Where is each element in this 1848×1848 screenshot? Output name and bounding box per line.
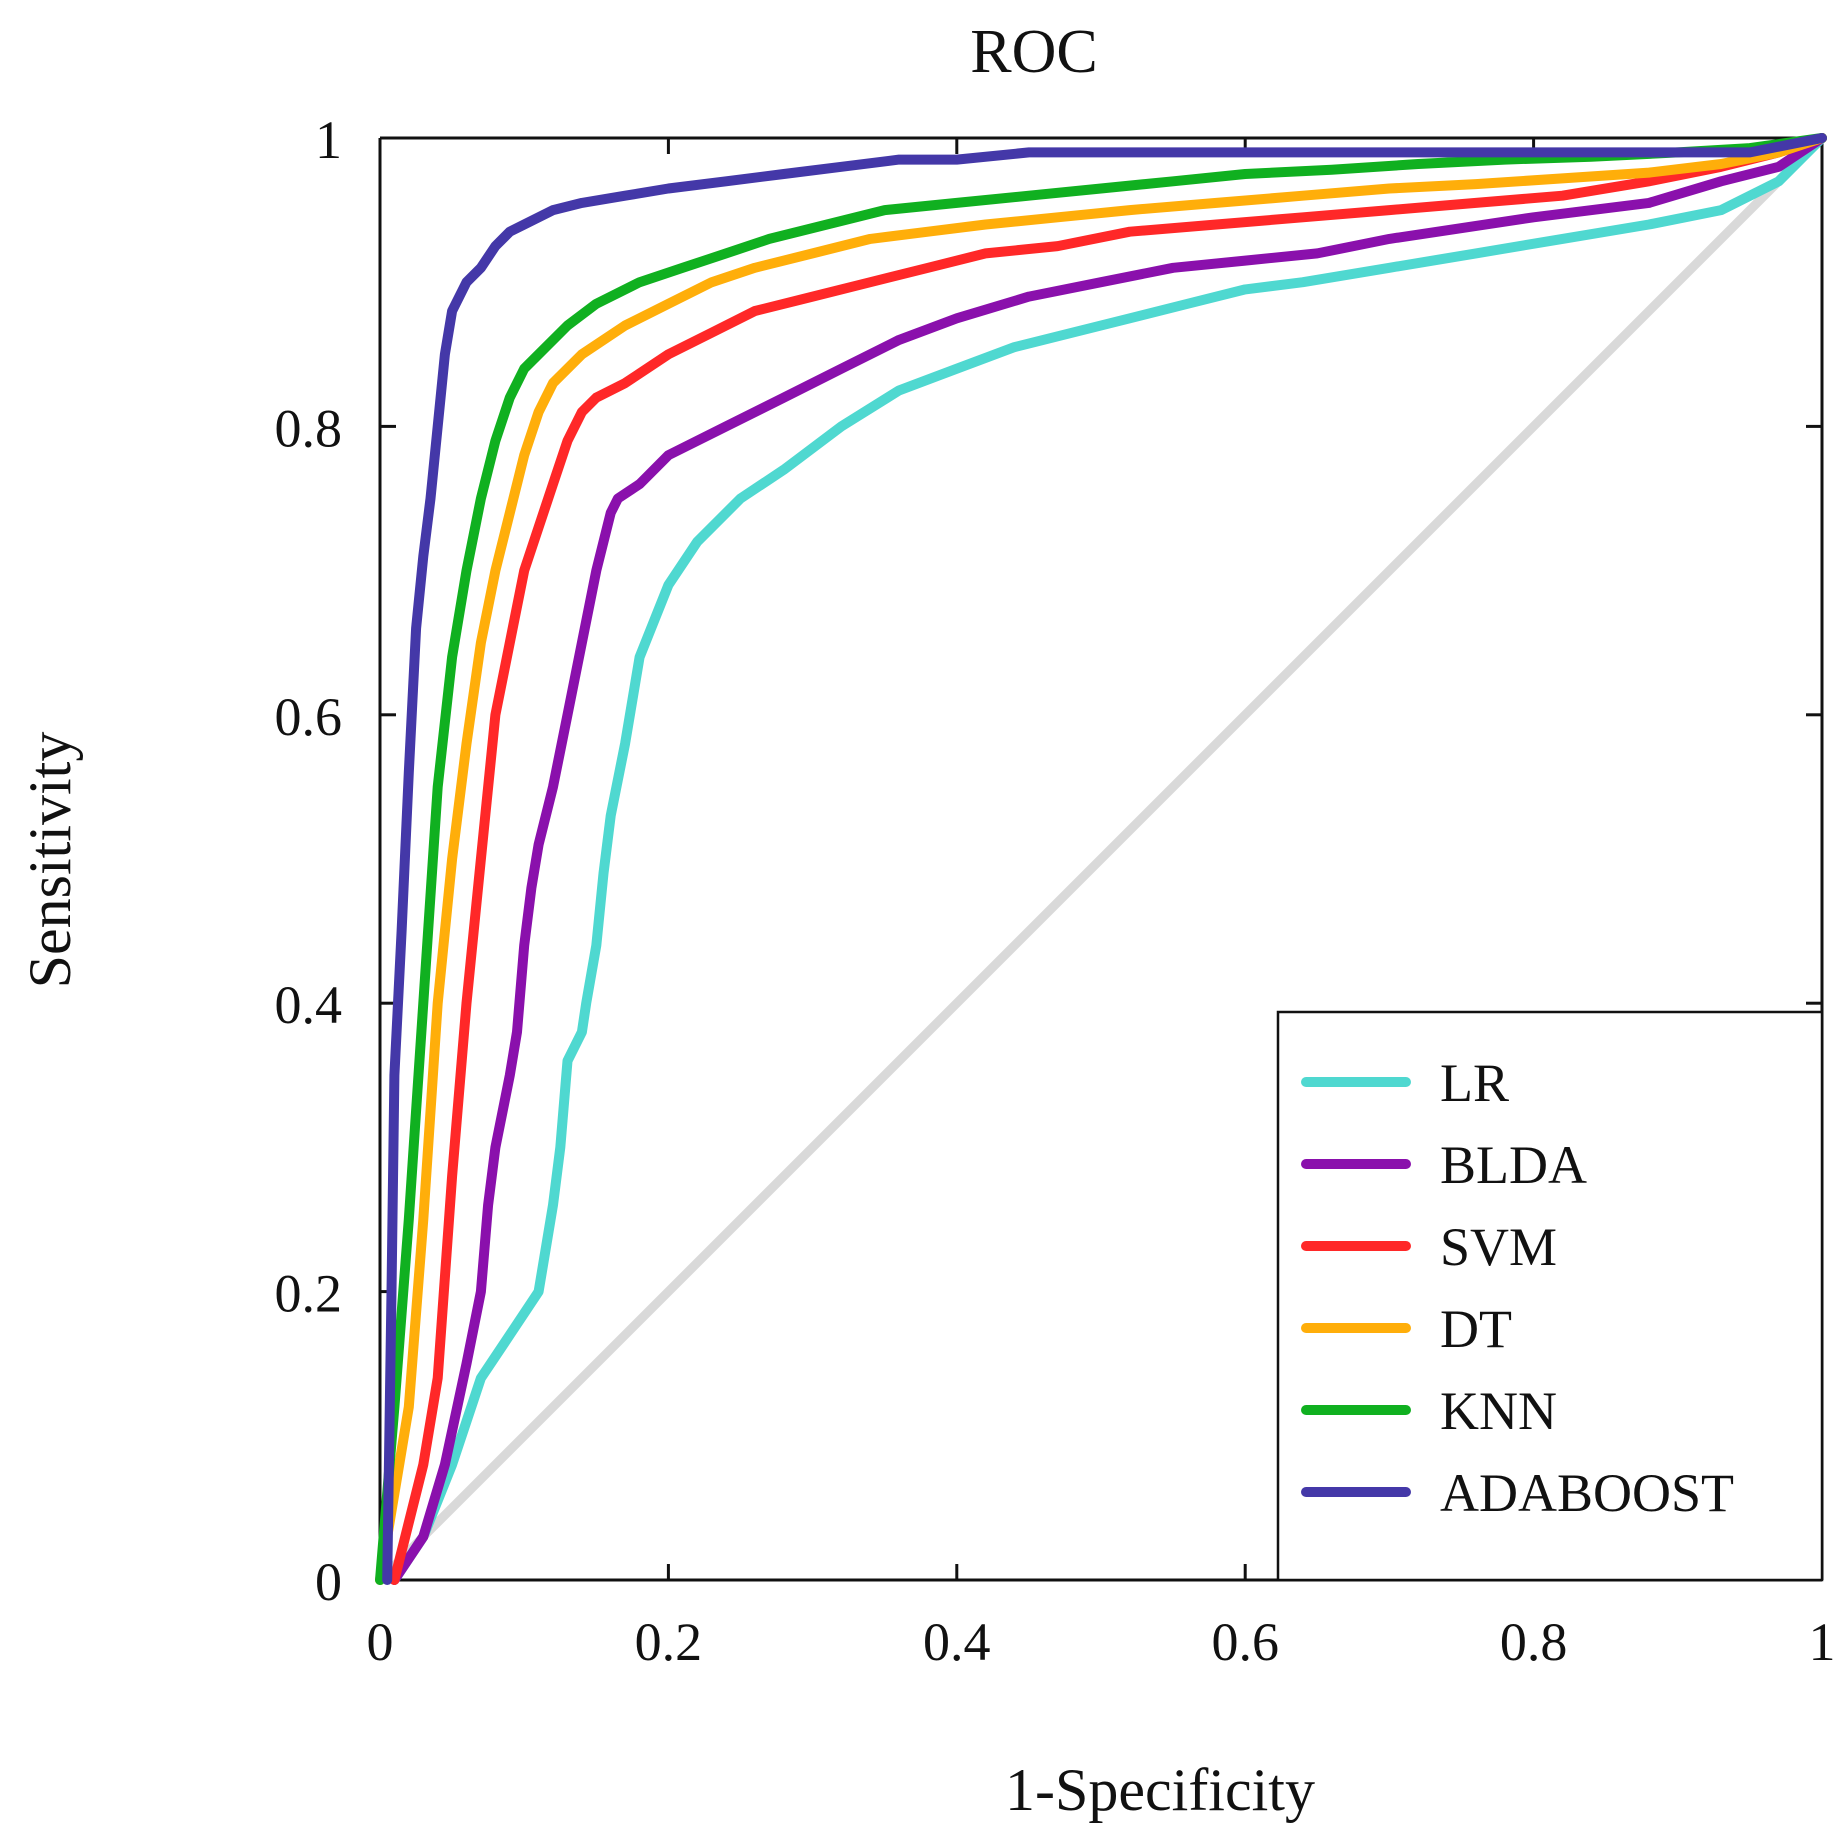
chance-reference-line [376,134,1826,1584]
y-tick-label: 0.2 [275,1264,343,1324]
legend-label-svm: SVM [1440,1217,1557,1277]
chart-title: ROC [970,18,1097,86]
series-line-adaboost [382,133,1827,1585]
y-axis-label: Sensitivity [17,732,83,989]
x-tick-label: 0.4 [923,1612,991,1672]
series-lines [375,133,1827,1585]
legend-label-knn: KNN [1440,1381,1557,1441]
x-axis-label: 1-Specificity [1005,1757,1315,1823]
legend-box [1276,1010,1824,1582]
y-tick-label: 0.8 [275,398,343,458]
legend-label-adaboost: ADABOOST [1440,1463,1734,1523]
x-tick-label: 0.8 [1500,1612,1568,1672]
series-line-knn [375,133,1827,1585]
legend-label-dt: DT [1440,1299,1512,1359]
series-line-lr [389,133,1827,1585]
x-tick-label: 0 [367,1612,394,1672]
y-tick-label: 1 [315,110,342,170]
y-tick-label: 0 [315,1552,342,1612]
x-tick-label: 0.6 [1211,1612,1279,1672]
legend: LR BLDA SVM DT KNN ADABOOST [1276,1010,1824,1582]
x-tick-label: 1 [1809,1612,1836,1672]
legend-items: LR BLDA SVM DT KNN ADABOOST [1301,1053,1734,1523]
series-line-blda [389,133,1827,1585]
legend-label-lr: LR [1440,1053,1509,1113]
y-tick-label: 0.4 [275,975,343,1035]
series-line-svm [389,133,1827,1585]
legend-label-blda: BLDA [1440,1135,1587,1195]
x-tick-label: 0.2 [635,1612,703,1672]
tick-labels: 0 0.2 0.4 0.6 0.8 1 0 0.2 0.4 0.6 0.8 1 [275,110,1836,1672]
series-line-dt [375,133,1827,1585]
y-tick-label: 0.6 [275,687,343,747]
